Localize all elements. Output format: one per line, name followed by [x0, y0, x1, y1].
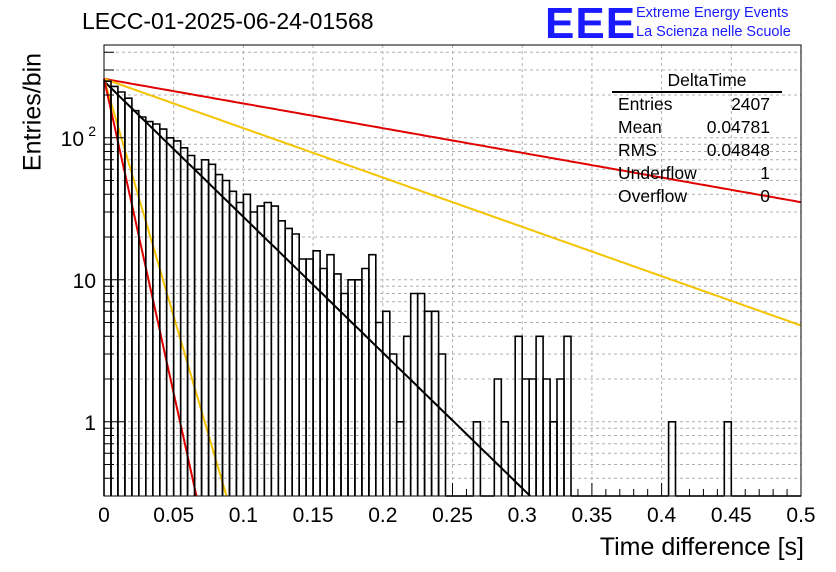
x-axis-label: Time difference [s]: [599, 533, 804, 561]
histogram-bin: [382, 310, 391, 496]
y-tick-label: 1: [84, 412, 96, 435]
histogram-bin: [472, 421, 482, 496]
histogram-bin: [256, 205, 266, 496]
x-tick-label: 0.25: [432, 504, 473, 527]
stats-name: DeltaTime: [612, 70, 782, 93]
logo-subtitle: Extreme Energy Events La Scienza nelle S…: [636, 4, 791, 42]
histogram-bin: [145, 120, 154, 496]
x-tick-label: 0.5: [786, 504, 815, 527]
x-tick-label: 0.15: [293, 504, 334, 527]
stats-box: DeltaTime Entries 2407 Mean 0.04781 RMS …: [612, 70, 782, 208]
x-tick-label: 0.45: [711, 504, 752, 527]
histogram-bin: [193, 168, 203, 496]
stats-label: Overflow: [618, 186, 688, 206]
stats-value: 0: [760, 186, 770, 206]
histogram-bin: [305, 258, 314, 496]
histogram-bin: [138, 116, 147, 496]
histogram-bin: [347, 279, 356, 496]
histogram-bin: [152, 123, 161, 496]
x-tick-label: 0: [98, 504, 110, 527]
histogram-bin: [110, 85, 119, 496]
histogram-bin: [423, 310, 433, 496]
stats-value: 0.04781: [706, 117, 770, 137]
histogram-bin: [340, 292, 349, 496]
logo-line-1: Extreme Energy Events: [636, 5, 789, 21]
histogram-bin: [368, 253, 377, 496]
chart-axes: 0 0.05 0.1 0.15 0.2 0.25 0.3 0.35 0.4 0.45 0.51101…: [61, 51, 816, 527]
histogram-bin: [563, 335, 572, 496]
histogram-bin: [416, 292, 426, 496]
histogram-bin: [402, 335, 412, 496]
chart-title: LECC-01-2025-06-24-01568: [82, 8, 374, 34]
y-tick-exponent: 2: [88, 123, 96, 139]
histogram-bin: [103, 80, 112, 496]
x-tick-label: 0.1: [229, 504, 258, 527]
eee-logo: EEE: [545, 0, 637, 48]
histogram-bin: [409, 292, 419, 496]
histogram-bin: [354, 279, 363, 496]
histogram-bin: [291, 233, 300, 496]
stats-label: Entries: [618, 94, 673, 114]
histogram-bin: [437, 353, 447, 496]
x-tick-label: 0.2: [368, 504, 397, 527]
histogram-bin: [221, 179, 231, 496]
x-tick-label: 0.05: [153, 504, 194, 527]
histogram-bin: [277, 220, 286, 496]
histogram-bin: [500, 421, 510, 496]
stats-label: Mean: [618, 117, 662, 137]
histogram-bin: [514, 335, 523, 496]
stats-label: Underflow: [618, 163, 697, 183]
stats-value: 1: [760, 163, 770, 183]
x-tick-label: 0.3: [508, 504, 537, 527]
stats-value: 0.04848: [706, 140, 770, 160]
histogram-bin: [284, 227, 293, 496]
y-tick-label: 10: [73, 270, 96, 293]
histogram-bin: [200, 159, 210, 496]
histogram-bin: [159, 128, 168, 496]
histogram-bin: [723, 421, 733, 496]
histogram-bin: [326, 253, 335, 496]
histogram-bin: [395, 421, 405, 496]
stats-row-overflow: Overflow 0: [612, 185, 782, 208]
histogram-bin: [186, 154, 196, 496]
y-axis-label: Entries/bin: [18, 52, 47, 172]
histogram-bin: [667, 421, 677, 496]
stats-row-underflow: Underflow 1: [612, 162, 782, 185]
fit-curve: [103, 78, 198, 497]
histogram-bin: [235, 201, 245, 496]
x-tick-label: 0.35: [571, 504, 612, 527]
fit-curve: [103, 77, 802, 327]
stats-row-mean: Mean 0.04781: [612, 116, 782, 139]
logo-line-2: La Scienza nelle Scuole: [636, 24, 791, 40]
histogram-bin: [124, 97, 133, 496]
stats-row-entries: Entries 2407: [612, 93, 782, 116]
stats-row-rms: RMS 0.04848: [612, 139, 782, 162]
y-tick-label: 10: [61, 128, 84, 151]
fit-curve: [103, 80, 531, 497]
stats-label: RMS: [618, 140, 657, 160]
histogram-bin: [298, 258, 307, 496]
histogram-bin: [389, 353, 398, 496]
histogram-bin: [242, 193, 252, 496]
histogram-bin: [361, 267, 370, 496]
x-tick-label: 0.4: [647, 504, 677, 527]
stats-value: 2407: [731, 94, 770, 114]
fit-curve: [103, 77, 802, 204]
histogram-bin: [214, 173, 224, 496]
histogram-bin: [165, 137, 175, 496]
histogram-bin: [263, 201, 273, 496]
histogram-bin: [535, 335, 544, 496]
histogram-bin: [131, 109, 140, 496]
histogram-bin: [549, 421, 558, 496]
histogram-bin: [319, 267, 328, 496]
